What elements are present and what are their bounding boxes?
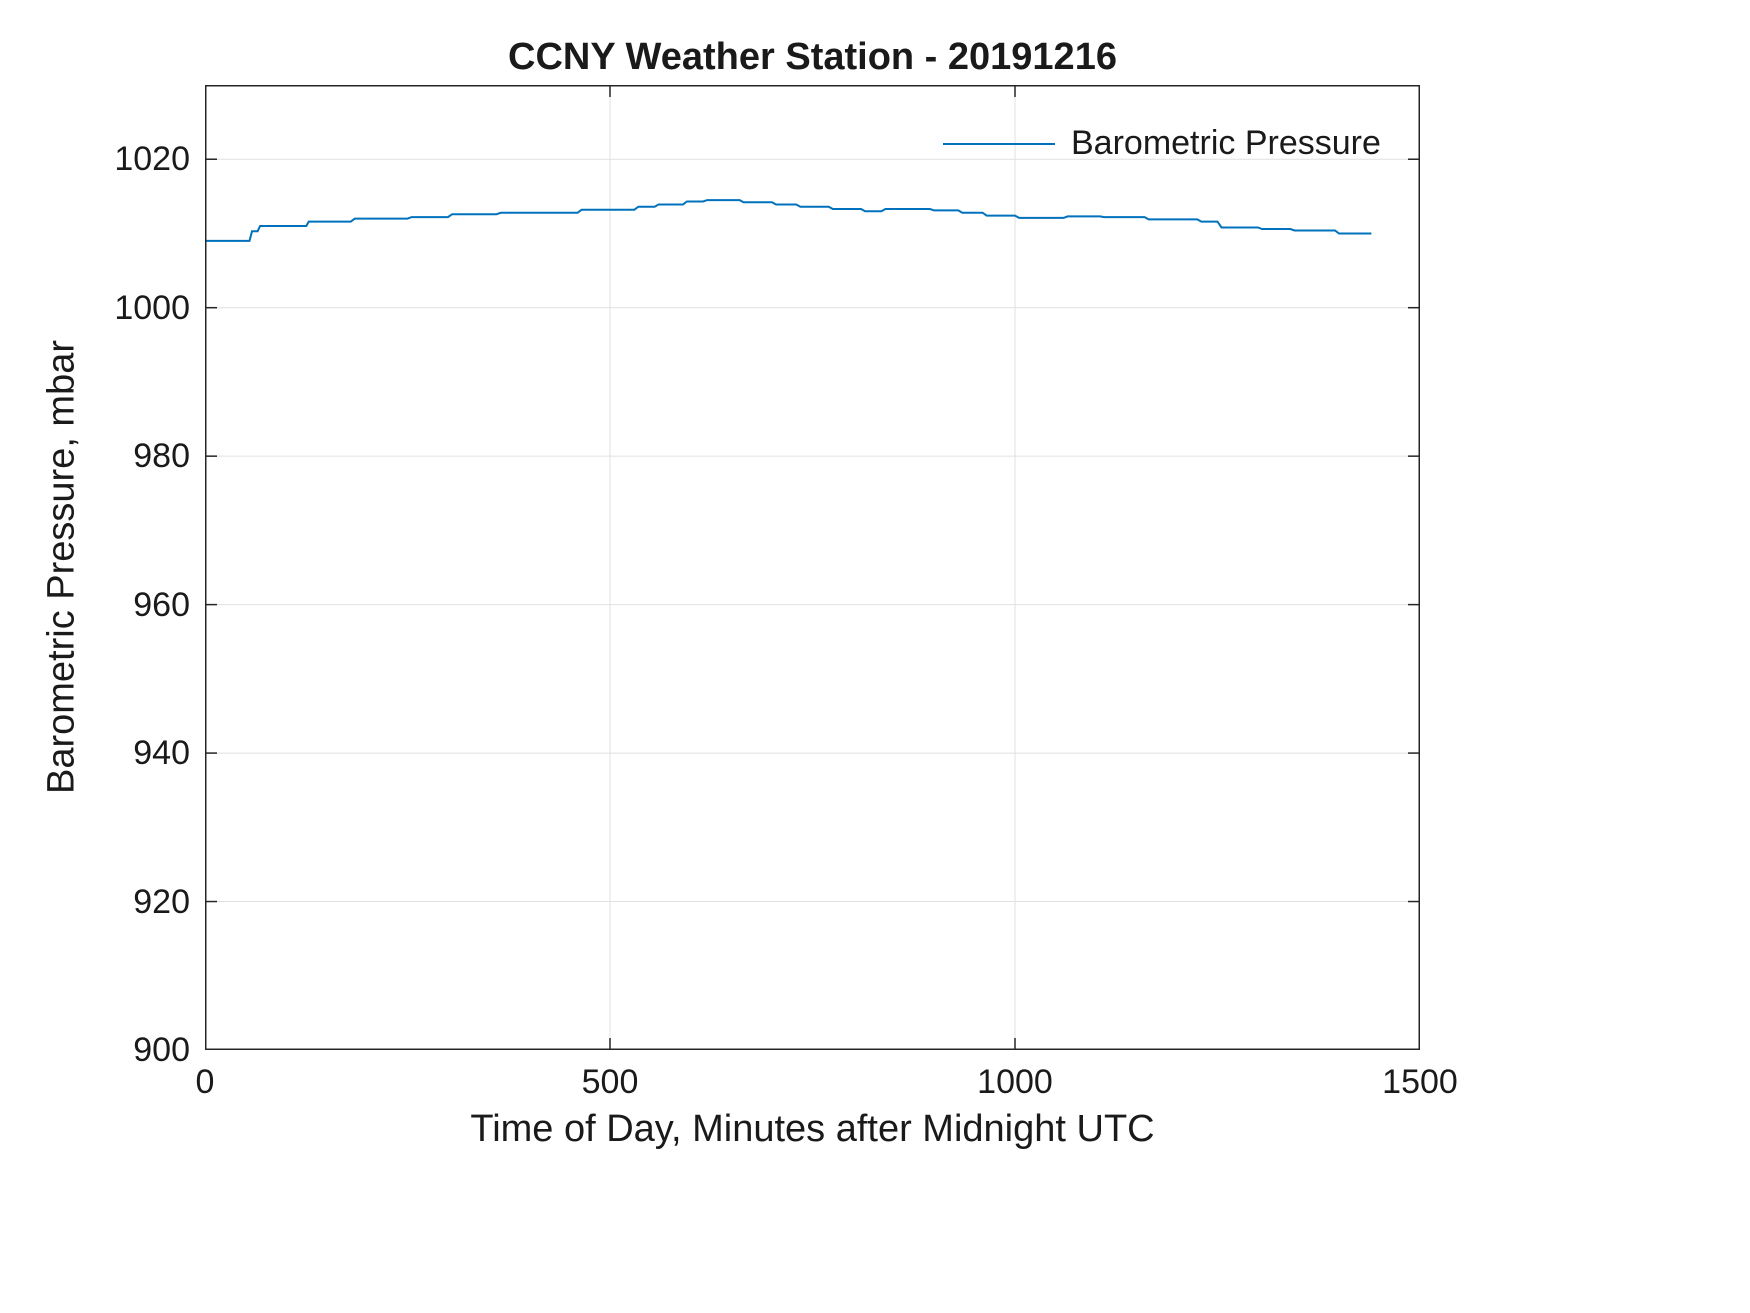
plot-svg xyxy=(205,85,1420,1050)
x-tick-label: 0 xyxy=(195,1063,215,1101)
x-tick-label: 1500 xyxy=(1382,1063,1458,1101)
legend: Barometric Pressure xyxy=(943,124,1381,163)
x-tick-label: 500 xyxy=(581,1063,639,1101)
legend-label: Barometric Pressure xyxy=(1071,124,1381,162)
axis-box xyxy=(205,85,1420,1050)
legend-line-sample xyxy=(943,142,1055,145)
y-tick-label: 980 xyxy=(133,437,190,476)
y-tick-label: 1020 xyxy=(114,140,190,179)
y-tick-label: 1000 xyxy=(114,288,190,327)
y-tick-label: 900 xyxy=(133,1031,190,1069)
series-line xyxy=(205,199,1372,242)
x-axis-label: Time of Day, Minutes after Midnight UTC xyxy=(470,1108,1155,1150)
x-tick-label: 1000 xyxy=(977,1063,1053,1101)
chart-title: CCNY Weather Station - 20191216 xyxy=(508,36,1117,78)
y-tick-label: 920 xyxy=(133,882,190,921)
y-axis-label: Barometric Pressure, mbar xyxy=(40,339,83,795)
y-tick-label: 960 xyxy=(133,585,190,624)
y-tick-label: 940 xyxy=(133,734,190,773)
